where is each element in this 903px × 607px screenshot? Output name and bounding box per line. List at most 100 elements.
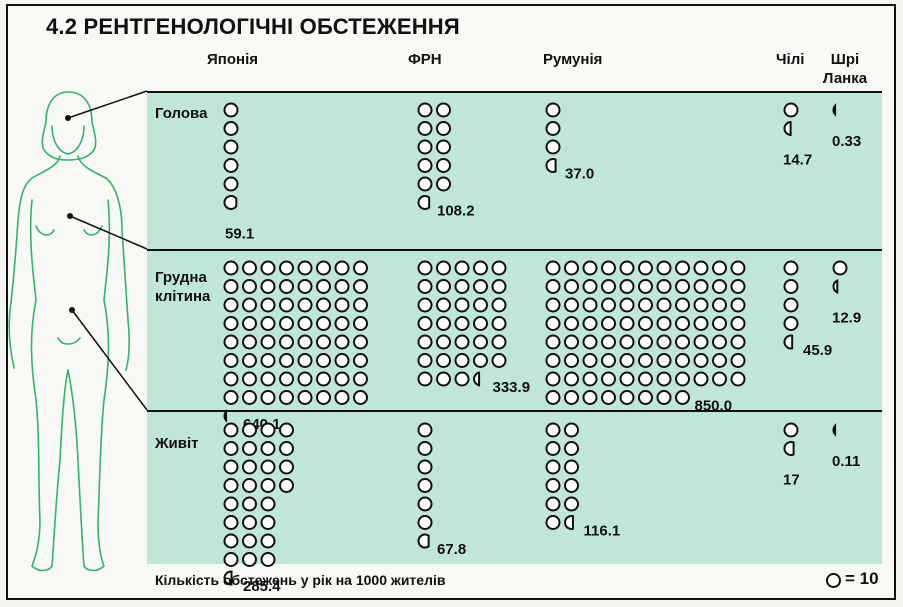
pictogram-unit	[223, 422, 239, 438]
pictogram-unit	[242, 353, 257, 368]
pictogram-unit	[783, 441, 795, 456]
band-head	[147, 91, 882, 251]
pictogram-unit	[656, 297, 672, 313]
pictogram-unit	[242, 279, 257, 294]
pictogram-unit	[564, 478, 579, 493]
pictogram-unit	[545, 102, 561, 118]
pictogram-unit	[417, 459, 433, 475]
pictogram-unit	[223, 297, 239, 313]
pictogram-unit	[417, 279, 433, 294]
pictogram-unit	[712, 316, 727, 331]
pictogram-unit	[675, 279, 690, 294]
pictogram-unit	[545, 390, 561, 405]
pictogram-unit	[712, 260, 727, 276]
pictogram-unit	[316, 334, 331, 350]
pictogram-unit	[545, 279, 561, 294]
pictogram-unit	[783, 260, 799, 276]
pictogram-unit	[417, 334, 433, 350]
pictogram-unit	[730, 334, 746, 350]
pictogram-unit	[564, 371, 579, 387]
pictogram-unit	[316, 390, 331, 405]
pictogram-unit	[601, 279, 616, 294]
pictogram-unit	[582, 260, 598, 276]
pictogram-unit	[730, 297, 746, 313]
pictogram-unit	[223, 552, 239, 567]
pictogram-unit	[638, 371, 653, 387]
pictogram-unit	[223, 478, 239, 493]
pictogram-unit	[279, 297, 294, 313]
pictogram-unit	[638, 279, 653, 294]
pictogram-unit	[297, 371, 313, 387]
pictogram-unit	[473, 279, 488, 294]
col-header-romania: Румунія	[543, 51, 603, 68]
pictogram-unit	[656, 390, 672, 405]
pictogram-unit	[417, 371, 433, 387]
pictogram-unit	[564, 390, 579, 405]
pictogram-unit	[260, 459, 276, 475]
pictogram-unit	[601, 334, 616, 350]
pictogram-unit	[316, 371, 331, 387]
pictogram-unit	[675, 334, 690, 350]
pictogram-unit	[491, 334, 507, 350]
value-label-chest-srilanka: 12.9	[832, 310, 861, 327]
pictogram-unit	[675, 371, 690, 387]
pictogram-unit	[223, 353, 239, 368]
pictogram-unit	[832, 279, 839, 294]
pictogram-unit	[693, 316, 709, 331]
pictogram-unit	[619, 260, 635, 276]
pictogram-unit	[297, 316, 313, 331]
pictogram-unit	[545, 515, 561, 530]
pictogram-unit	[297, 390, 313, 405]
pictogram-unit	[638, 260, 653, 276]
pictogram-unit	[260, 496, 276, 512]
pictogram-unit	[619, 316, 635, 331]
pictogram-unit	[436, 279, 451, 294]
pictogram-unit	[564, 422, 579, 438]
value-label-chest-frg: 333.9	[493, 379, 531, 396]
footer-note: Кількість обстежень у рік на 1000 жителі…	[155, 572, 446, 588]
pictogram-unit	[417, 496, 433, 512]
pictogram-unit	[473, 316, 488, 331]
pictogram-unit	[436, 176, 451, 192]
pictogram-unit	[242, 422, 257, 438]
pictogram-unit	[619, 353, 635, 368]
value-label-head-japan: 59.1	[225, 226, 254, 243]
pictogram-unit	[436, 121, 451, 136]
pictogram-unit	[353, 279, 368, 294]
pictogram-unit	[545, 496, 561, 512]
pictogram-unit	[473, 353, 488, 368]
pictogram-unit	[242, 260, 257, 276]
value-label-chest-chile: 45.9	[803, 342, 832, 359]
connector-dot	[69, 307, 75, 313]
pictogram-unit	[353, 316, 368, 331]
pictogram-unit	[223, 570, 233, 586]
pictogram-unit	[316, 260, 331, 276]
pictogram-unit	[260, 515, 276, 530]
pictogram-unit	[242, 441, 257, 456]
pictogram-unit	[545, 260, 561, 276]
pictogram-unit	[564, 515, 574, 530]
pictogram-unit	[279, 260, 294, 276]
pictogram-unit	[297, 334, 313, 350]
pictogram-unit	[545, 371, 561, 387]
pictogram-unit	[783, 297, 799, 313]
pictogram-unit	[334, 353, 350, 368]
pictogram-unit	[417, 353, 433, 368]
pictogram-unit	[712, 353, 727, 368]
col-header-chile: Чілі	[776, 51, 805, 68]
connector-line	[71, 309, 148, 411]
pictogram-unit	[582, 316, 598, 331]
pictogram-unit	[260, 316, 276, 331]
pictogram-unit	[712, 279, 727, 294]
pictogram-unit	[783, 279, 799, 294]
pictogram-unit	[454, 297, 470, 313]
pictogram-unit	[417, 260, 433, 276]
pictogram-unit	[279, 441, 294, 456]
pictogram-unit	[334, 297, 350, 313]
pictogram-unit	[353, 353, 368, 368]
pictogram-unit	[297, 260, 313, 276]
pictogram-unit	[316, 279, 331, 294]
pictogram-unit	[564, 459, 579, 475]
pictogram-unit	[601, 316, 616, 331]
